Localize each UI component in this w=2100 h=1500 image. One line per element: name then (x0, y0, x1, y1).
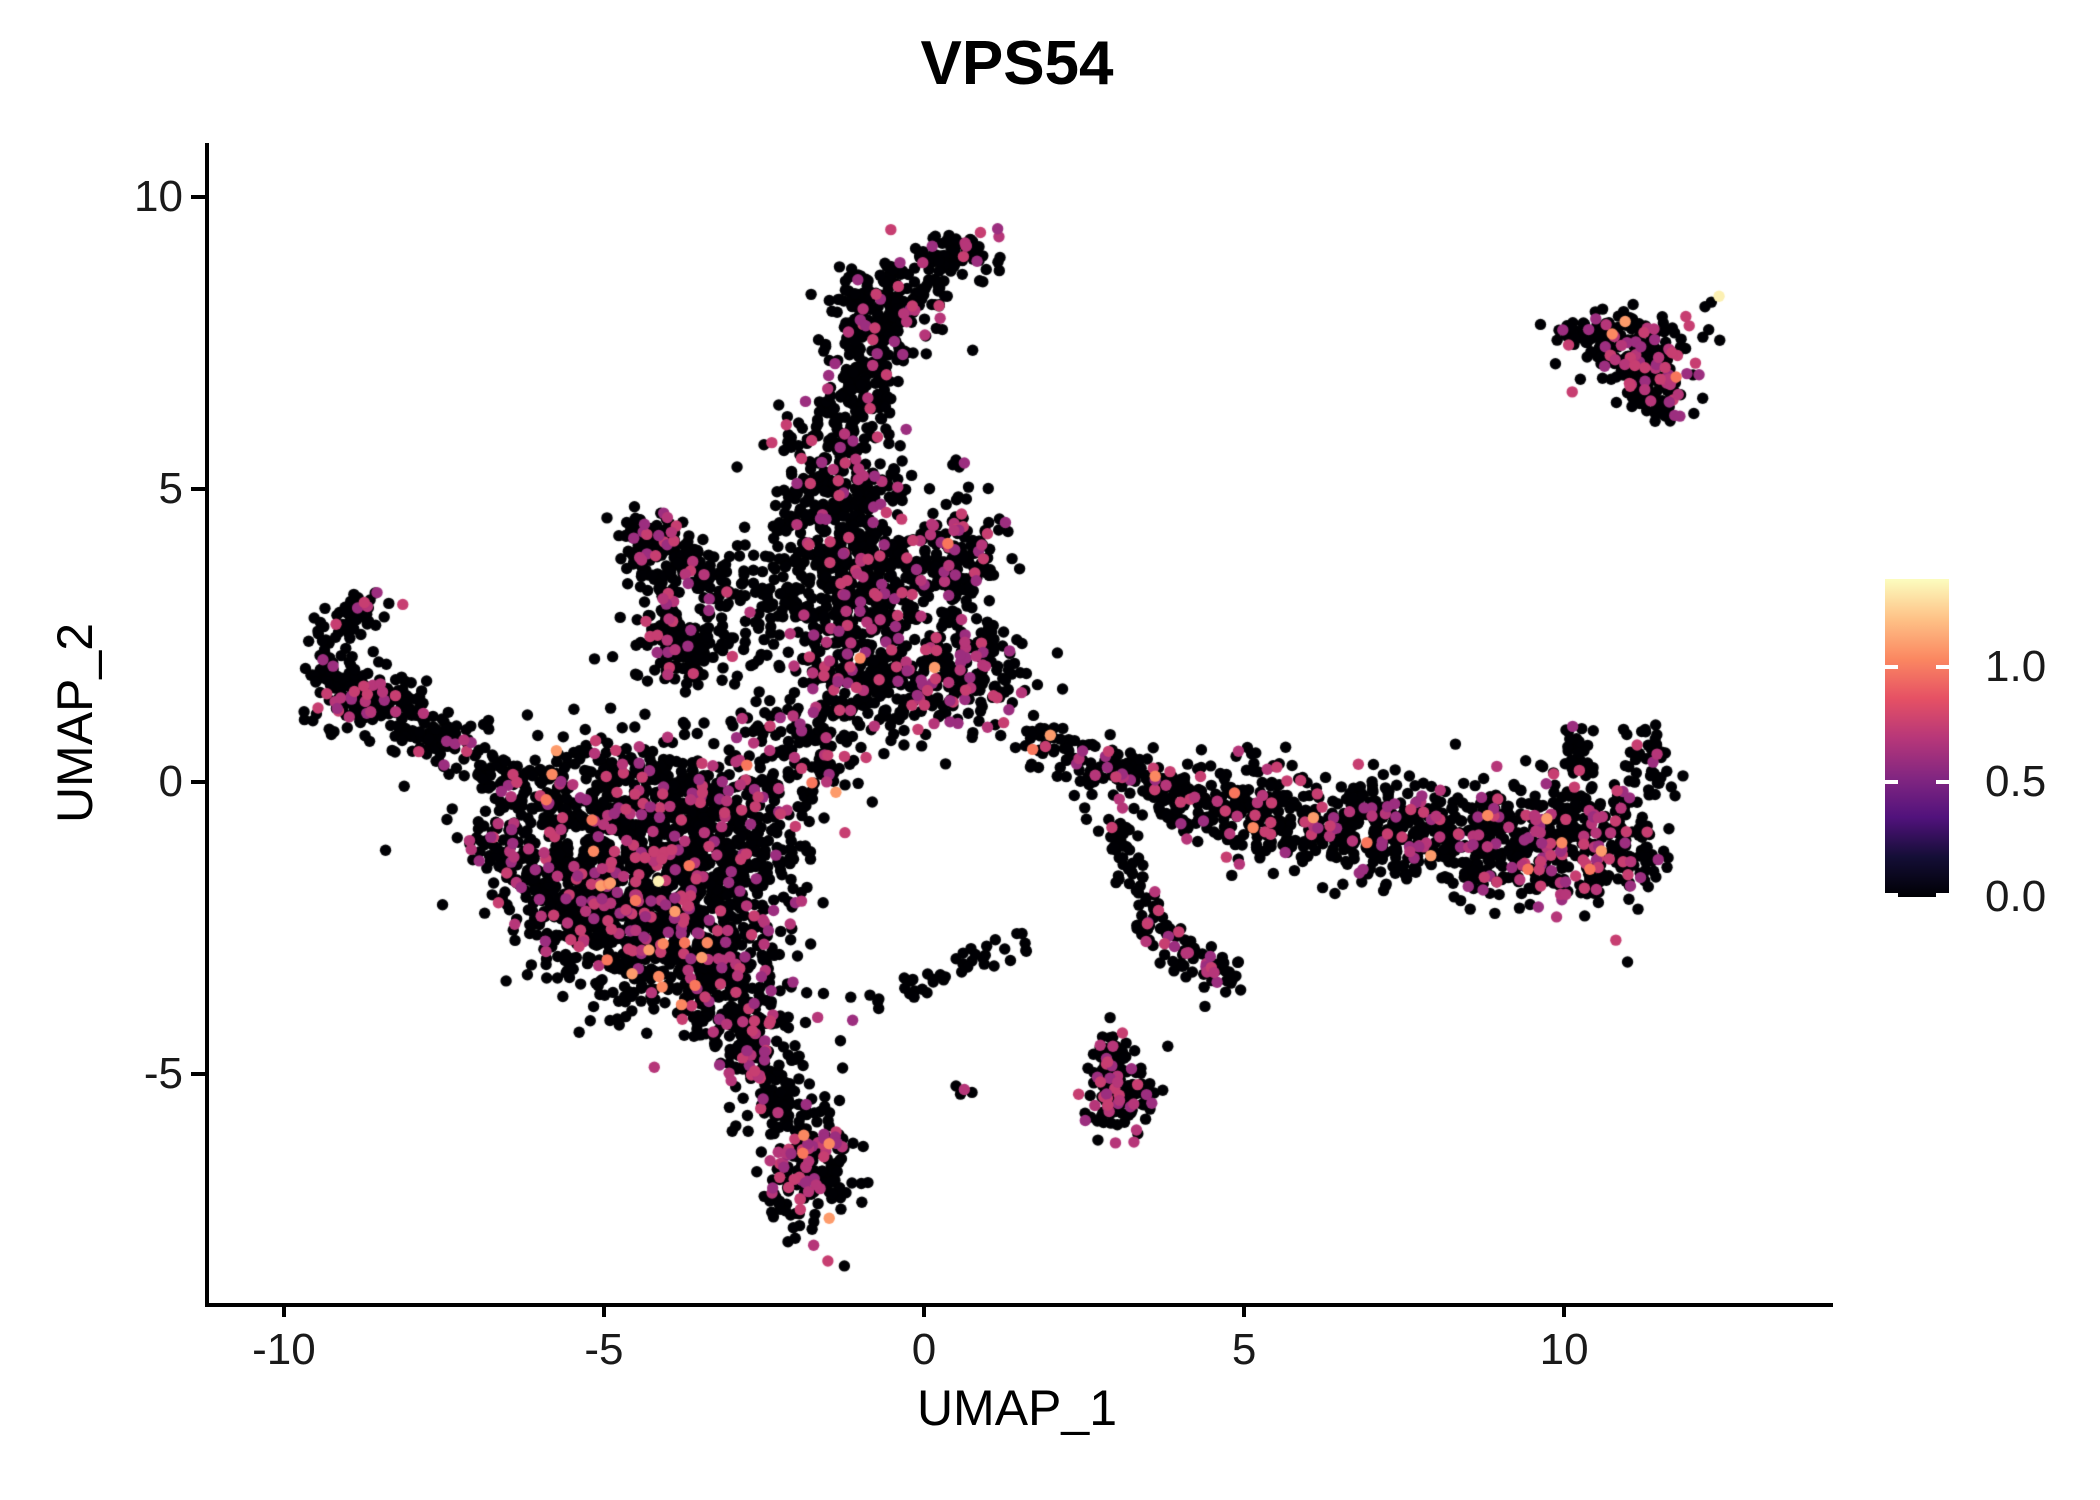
colorbar-tick-label: 0.5 (1985, 756, 2047, 806)
y-axis-title: UMAP_2 (47, 622, 103, 824)
x-tick-mark (601, 1303, 606, 1317)
x-tick-mark (1562, 1303, 1567, 1317)
x-tick-label: 5 (1231, 1325, 1257, 1374)
y-tick-label: 10 (134, 171, 183, 221)
y-tick-label: 0 (158, 756, 183, 806)
colorbar-tick-mark (1885, 893, 1898, 897)
colorbar-tick-mark (1936, 779, 1949, 784)
colorbar-tick-label: 1.0 (1985, 641, 2047, 691)
x-axis-title: UMAP_1 (916, 1380, 1118, 1436)
plot-title: VPS54 (920, 29, 1114, 98)
x-tick-label: -5 (584, 1325, 624, 1374)
x-tick-mark (922, 1303, 927, 1317)
colorbar-tick-label: 0.0 (1985, 872, 2047, 921)
x-tick-label: 10 (1539, 1325, 1589, 1374)
colorbar-gradient (1885, 579, 1949, 897)
x-tick-label: 0 (911, 1325, 937, 1374)
x-tick-mark (1242, 1303, 1247, 1317)
y-tick-mark (191, 194, 205, 199)
y-tick-mark (191, 487, 205, 492)
y-tick-label: -5 (143, 1049, 183, 1099)
plot-panel: -10 -5 0 5 10 -5 0 5 10 (134, 143, 1833, 1374)
colorbar-tick-mark (1885, 664, 1898, 669)
colorbar-tick-mark (1885, 779, 1898, 784)
x-tick-label: -10 (252, 1325, 316, 1374)
x-tick-mark (281, 1303, 286, 1317)
y-tick-mark (191, 1072, 205, 1077)
umap-scatter-canvas (209, 143, 1833, 1303)
colorbar-tick-mark (1936, 664, 1949, 669)
y-tick-mark (191, 779, 205, 784)
expression-colorbar: 0.0 0.5 1.0 (1885, 579, 2046, 921)
colorbar-tick-mark (1936, 893, 1949, 897)
y-tick-label: 5 (158, 464, 183, 514)
